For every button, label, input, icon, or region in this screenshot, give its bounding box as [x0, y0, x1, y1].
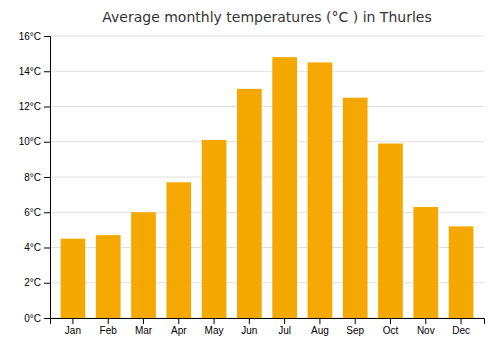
tick-label: 8°C [24, 172, 41, 183]
bar [131, 212, 156, 318]
tick-label: 10°C [19, 136, 41, 147]
tick: Jan [65, 318, 81, 336]
tick: 10°C [19, 136, 50, 147]
bar [96, 235, 121, 318]
tick-label: Dec [452, 325, 470, 336]
tick-label: Jan [65, 325, 81, 336]
bar [61, 239, 86, 318]
tick-mark [143, 318, 144, 324]
tick: 8°C [24, 172, 50, 183]
tick-label: Apr [171, 325, 187, 336]
title: Average monthly temperatures (°C ) in Th… [102, 9, 431, 25]
tick: Mar [135, 318, 153, 336]
tick: Sep [346, 318, 364, 336]
tick-mark [72, 318, 73, 324]
tick-mark [214, 318, 215, 324]
tick-label: Nov [417, 325, 435, 336]
tick: Nov [417, 318, 435, 336]
bars [61, 57, 474, 318]
tick-mark [44, 177, 50, 178]
tick-label: 16°C [19, 31, 41, 42]
tick: 16°C [19, 31, 50, 42]
tick-label: Jun [241, 325, 257, 336]
chart: 0°C 2°C 4°C 6°C 8°C 10°C 12°C 14°C 16°C Jan Feb Mar… [0, 0, 500, 350]
bar [413, 207, 438, 318]
tick-mark [284, 318, 285, 324]
tick-mark [178, 318, 179, 324]
tick-label: Mar [135, 325, 153, 336]
tick-mark [319, 318, 320, 324]
bar [166, 182, 191, 318]
bar [308, 62, 333, 318]
grid-line [50, 71, 484, 72]
tick: 6°C [24, 207, 50, 218]
tick: Oct [383, 318, 399, 336]
tick: Feb [100, 318, 118, 336]
tick-label: Sep [346, 325, 364, 336]
tick-label: 0°C [24, 313, 41, 324]
y-axis: 0°C 2°C 4°C 6°C 8°C 10°C 12°C 14°C 16°C [19, 31, 51, 324]
bar [343, 98, 368, 318]
tick-label: 2°C [24, 277, 41, 288]
tick-mark [390, 318, 391, 324]
grid [50, 36, 484, 318]
tick: 12°C [19, 101, 50, 112]
tick-label: May [205, 325, 224, 336]
tick: Dec [452, 318, 470, 336]
bar [272, 57, 297, 318]
plot: 0°C 2°C 4°C 6°C 8°C 10°C 12°C 14°C 16°C Jan Feb Mar… [19, 31, 485, 336]
tick-mark [355, 318, 356, 324]
grid-line [50, 36, 484, 37]
tick: Jun [241, 318, 257, 336]
tick-label: 4°C [24, 242, 41, 253]
grid-line [50, 177, 484, 178]
tick-mark [249, 318, 250, 324]
tick-mark [108, 318, 109, 324]
tick-label: Feb [100, 325, 118, 336]
tick: Aug [311, 318, 329, 336]
x-axis: Jan Feb Mar Apr May Jun Jul Aug Sep Oct Nov Dec [51, 318, 485, 336]
tick-mark [44, 318, 50, 319]
bar [202, 140, 227, 318]
tick: 2°C [24, 277, 50, 288]
tick-mark [461, 318, 462, 324]
tick-mark [44, 142, 50, 143]
tick: Apr [171, 318, 187, 336]
tick-mark [44, 107, 50, 108]
bar [237, 89, 262, 318]
grid-line [50, 141, 484, 142]
tick-label: Oct [383, 325, 399, 336]
tick: 4°C [24, 242, 50, 253]
tick: Jul [278, 318, 291, 336]
tick-label: Aug [311, 325, 329, 336]
tick-mark [44, 36, 50, 37]
tick: 14°C [19, 66, 50, 77]
grid-line [50, 106, 484, 107]
tick-label: 14°C [19, 66, 41, 77]
bar [449, 226, 474, 318]
tick-label: 6°C [24, 207, 41, 218]
tick-label: 12°C [19, 101, 41, 112]
axis-line [44, 37, 51, 319]
tick-mark [44, 248, 50, 249]
tick-mark [44, 71, 50, 72]
tick-label: Jul [278, 325, 291, 336]
axis-line [51, 319, 485, 325]
tick-mark [44, 283, 50, 284]
tick: 0°C [24, 313, 50, 324]
tick: May [205, 318, 224, 336]
bar [378, 144, 403, 318]
tick-mark [425, 318, 426, 324]
tick-mark [44, 212, 50, 213]
